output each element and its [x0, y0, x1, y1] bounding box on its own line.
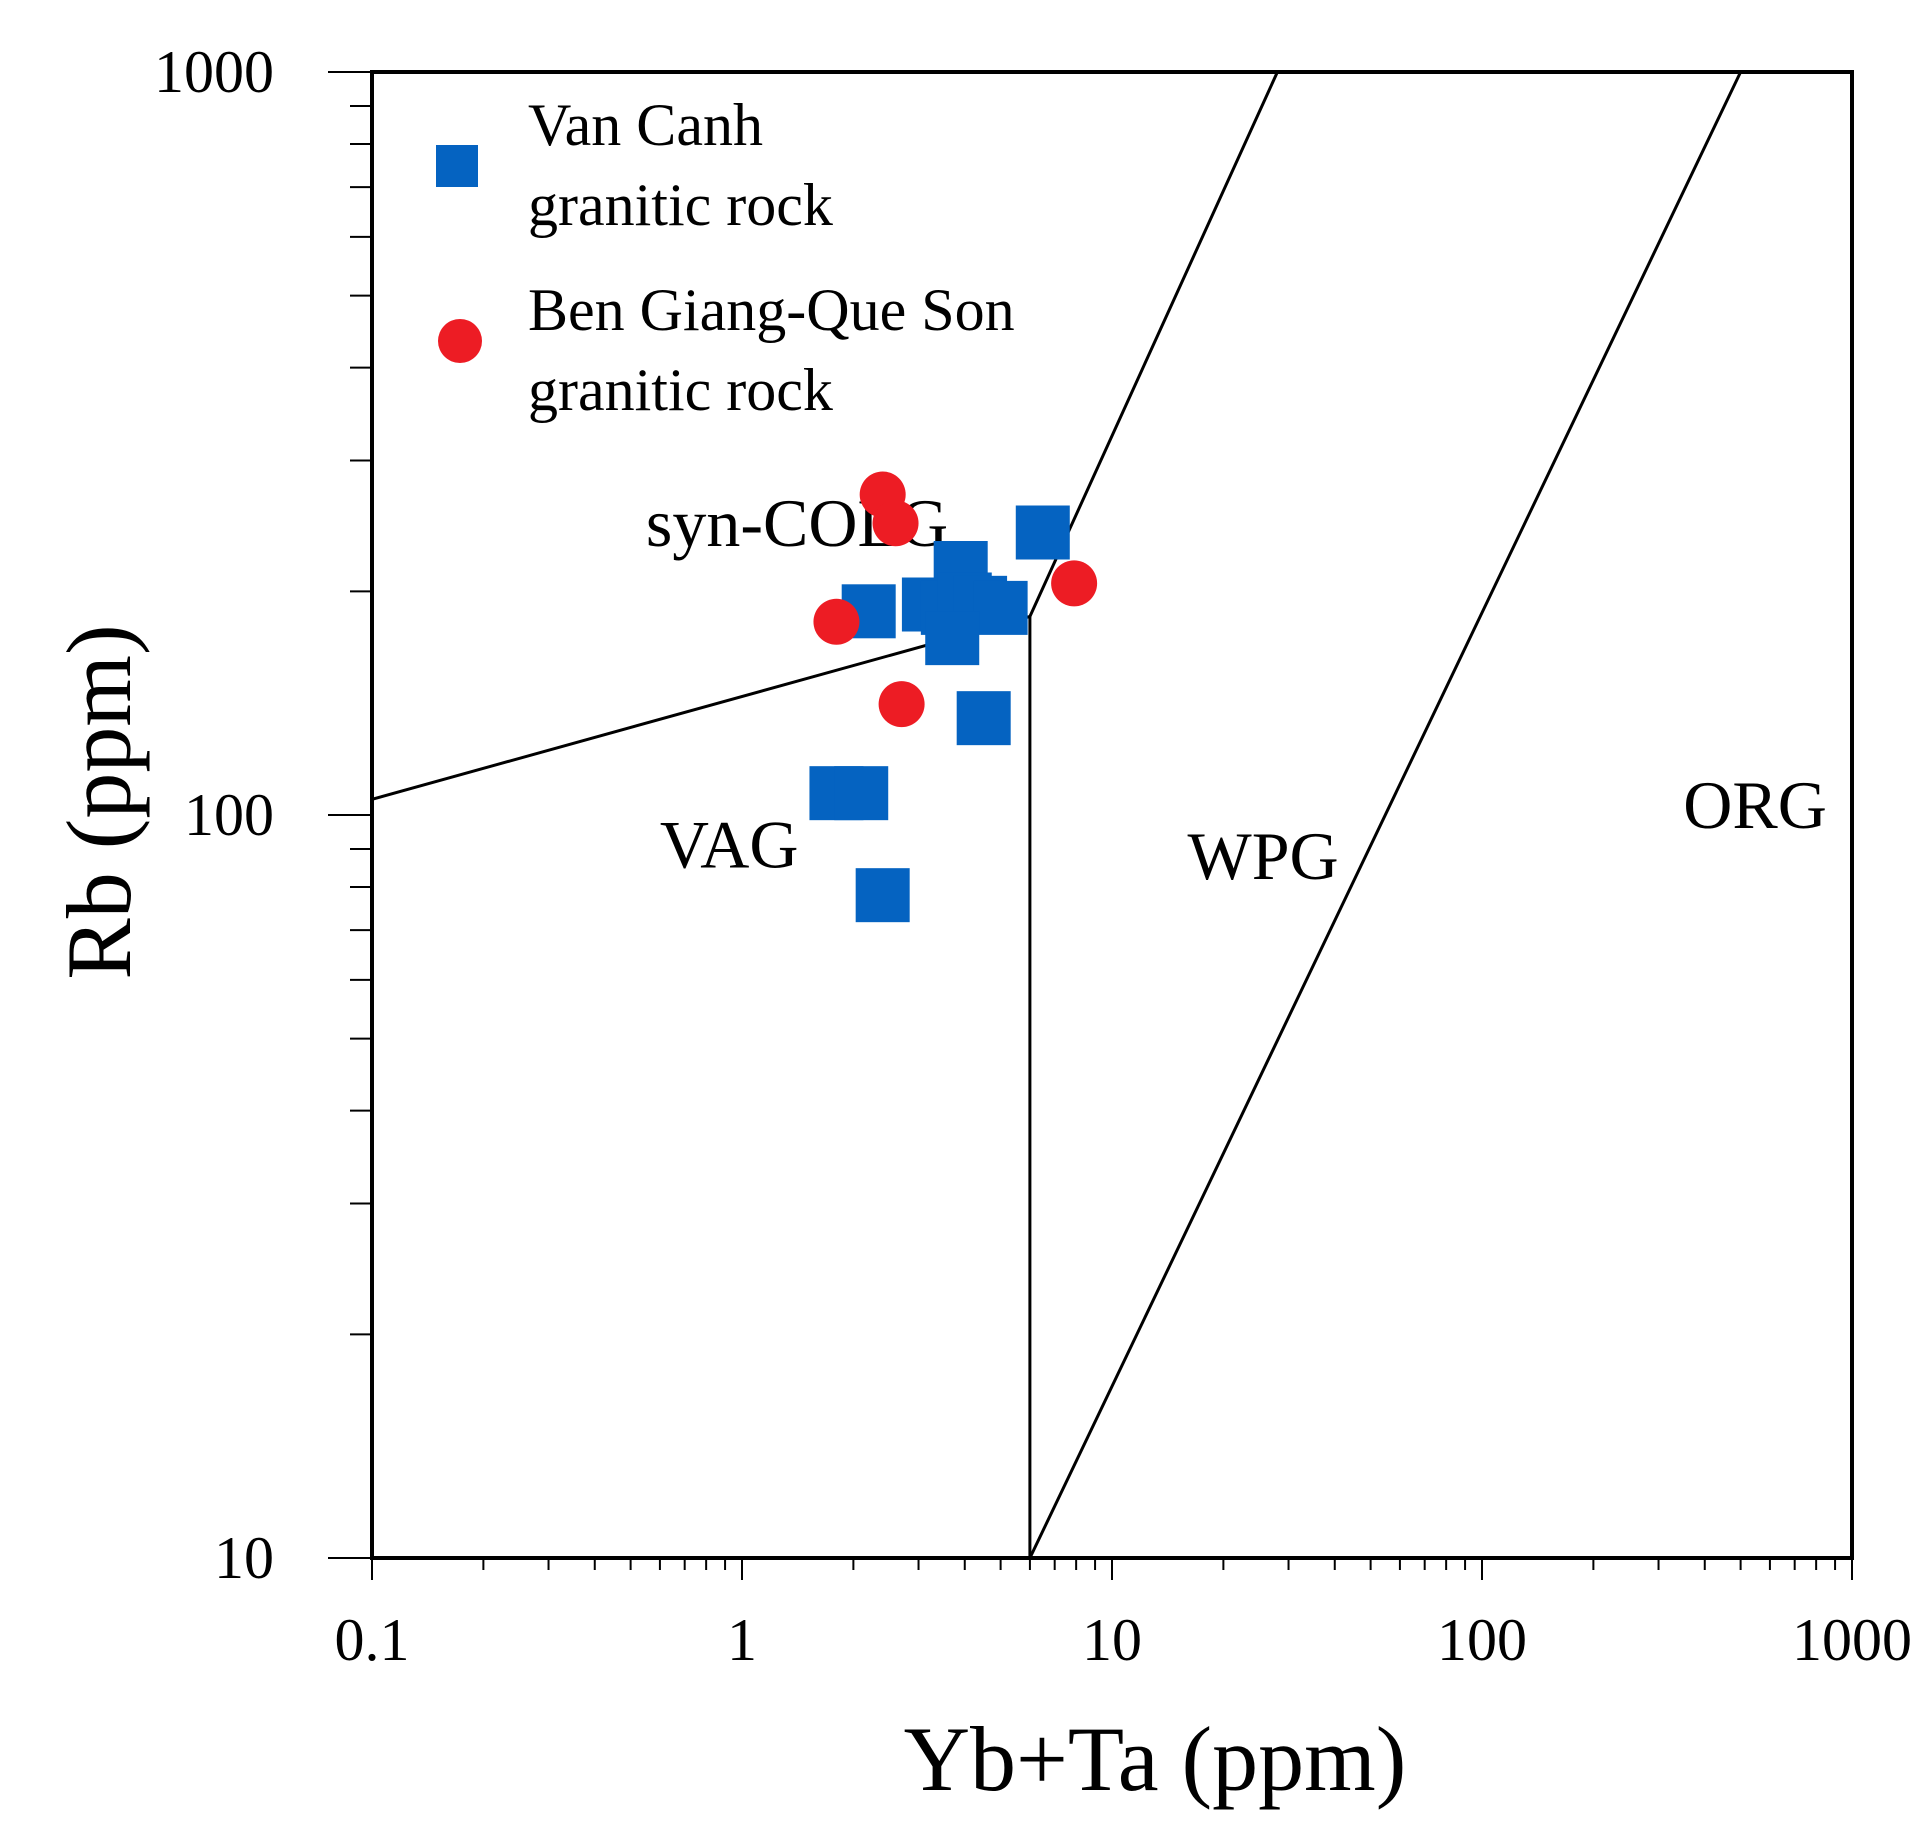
x-tick-label: 1: [727, 1607, 757, 1673]
field-labels: syn-COLG VAG WPG ORG: [646, 485, 1827, 894]
data-point-square: [855, 868, 910, 923]
legend-label: Van Canh: [528, 92, 763, 158]
field-label: VAG: [660, 806, 799, 882]
data-points: [809, 471, 1098, 923]
y-tick-label: 10: [214, 1525, 274, 1591]
data-point-square: [925, 611, 980, 666]
field-boundaries: [371, 71, 1742, 1559]
x-tick-label: 1000: [1792, 1607, 1912, 1673]
x-tick-labels: 0.1 1 10 100 1000: [335, 1607, 1913, 1673]
data-point-circle: [813, 598, 860, 645]
y-tick-labels: 10 100 1000: [154, 39, 274, 1591]
field-boundary: [1028, 71, 1742, 1559]
legend-square-marker: [436, 145, 478, 187]
x-axis-title: Yb+Ta (ppm): [904, 1708, 1407, 1810]
y-tick-label: 1000: [154, 39, 274, 105]
field-label: ORG: [1683, 767, 1827, 843]
data-point-circle: [872, 500, 919, 547]
x-tick-label: 0.1: [335, 1607, 410, 1673]
x-tick-label: 100: [1437, 1607, 1527, 1673]
data-point-square: [834, 766, 889, 821]
y-axis-title: Rb (ppm): [48, 624, 150, 979]
data-point-square: [1015, 505, 1070, 560]
legend-label: Ben Giang-Que Son: [528, 277, 1015, 343]
data-point-square: [956, 691, 1011, 746]
data-point-circle: [1051, 560, 1098, 607]
data-point-circle: [878, 681, 925, 728]
legend: Van Canh granitic rock Ben Giang-Que Son…: [436, 92, 1015, 423]
x-tick-label: 10: [1082, 1607, 1142, 1673]
legend-label: granitic rock: [528, 172, 833, 238]
data-point-square: [973, 580, 1028, 635]
legend-label: granitic rock: [528, 357, 833, 423]
legend-circle-marker: [438, 319, 482, 363]
y-tick-label: 100: [184, 782, 274, 848]
plot-frame: [370, 70, 1854, 1560]
field-label: WPG: [1188, 818, 1339, 894]
